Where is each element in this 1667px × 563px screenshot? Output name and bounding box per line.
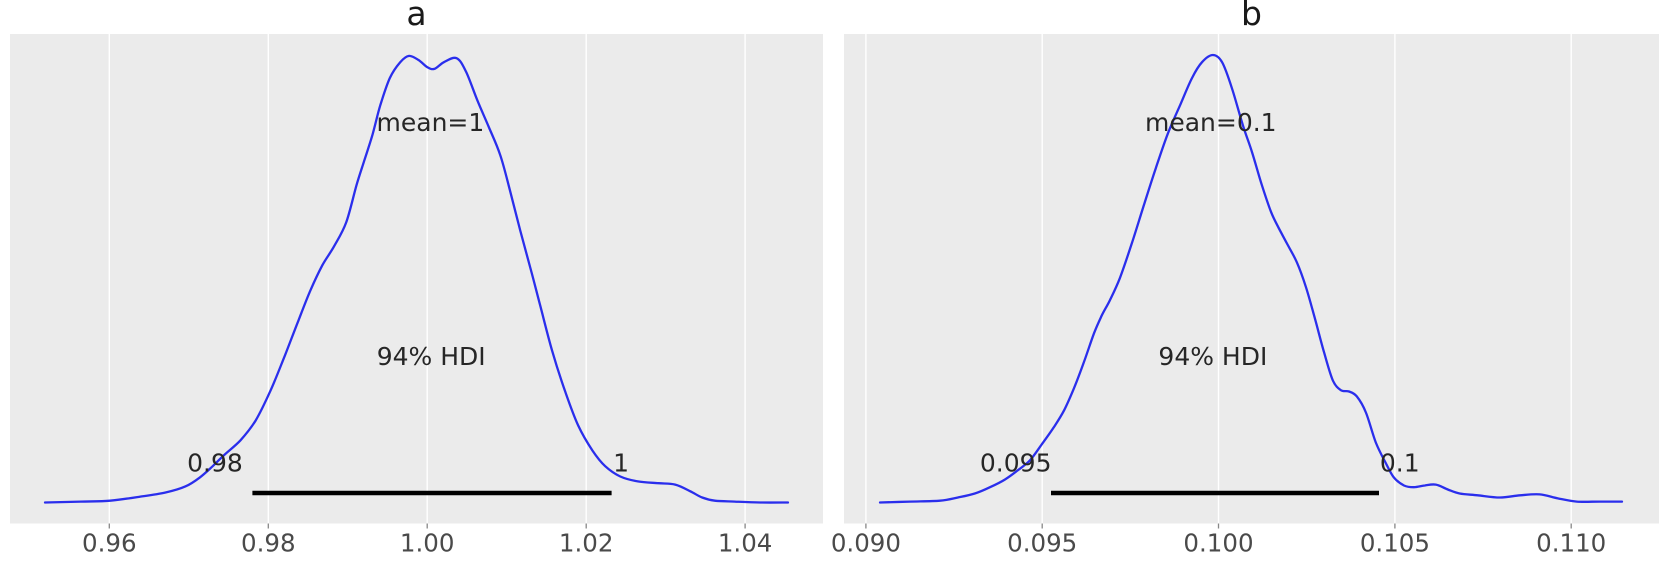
hdi-upper-bound-label: 1 xyxy=(613,448,629,477)
plot-title-b: b xyxy=(1241,0,1262,33)
mean-annotation: mean=0.1 xyxy=(1145,108,1277,137)
x-tick-label: 0.105 xyxy=(1360,529,1430,558)
hdi-lower-bound-label: 0.095 xyxy=(980,448,1052,477)
panel-b-kde-plot: 0.090 0.095 0.100 0.105 0.110 mean=0.1 94% HDI… xyxy=(831,34,1659,558)
axes-background xyxy=(10,34,823,524)
hdi-interval-annotation: 94% HDI xyxy=(1158,342,1267,371)
hdi-upper-bound-label: 0.1 xyxy=(1380,448,1420,477)
panel-a-kde-plot: 0.96 0.98 1.00 1.02 1.04 mean=1 94% HDI 0.98 1 xyxy=(10,34,823,558)
x-tick-label: 1.02 xyxy=(559,529,614,558)
x-tick-label: 0.100 xyxy=(1183,529,1253,558)
kde-curve xyxy=(878,53,1624,504)
axes-background xyxy=(844,34,1659,524)
x-tick-label: 1.00 xyxy=(400,529,455,558)
x-tick-label: 0.095 xyxy=(1007,529,1077,558)
mean-annotation: mean=1 xyxy=(377,108,485,137)
kde-curve xyxy=(43,54,790,504)
hdi-interval-annotation: 94% HDI xyxy=(377,342,486,371)
x-tick-label: 0.110 xyxy=(1536,529,1606,558)
x-tick-label: 0.96 xyxy=(82,529,137,558)
x-tick-label: 1.04 xyxy=(718,529,773,558)
plot-title-a: a xyxy=(406,0,427,33)
hdi-lower-bound-label: 0.98 xyxy=(187,448,243,477)
x-tick-label: 0.98 xyxy=(241,529,296,558)
x-tick-label: 0.090 xyxy=(831,529,901,558)
